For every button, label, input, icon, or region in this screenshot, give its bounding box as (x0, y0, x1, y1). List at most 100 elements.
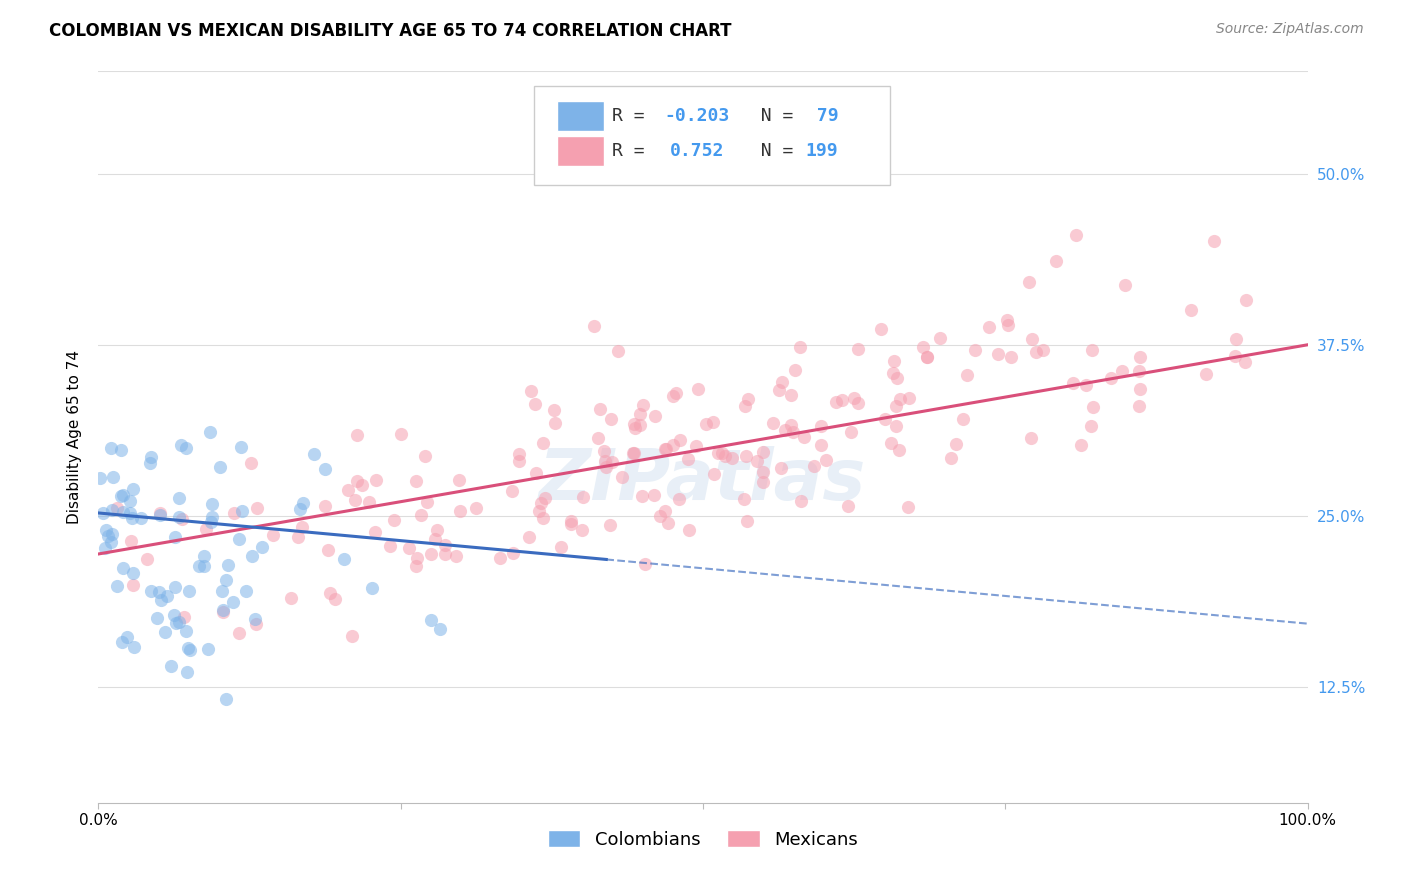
Point (115, 630, 138, 644)
Point (533, 491, 555, 505)
Point (433, 538, 456, 552)
Point (897, 500, 920, 515)
Text: Source: ZipAtlas.com: Source: ZipAtlas.com (1216, 22, 1364, 37)
Point (648, 508, 671, 523)
Point (668, 492, 690, 507)
Point (589, 402, 612, 417)
Point (174, 442, 197, 456)
Point (250, 540, 273, 554)
Point (111, 488, 134, 502)
Point (346, 427, 368, 442)
Point (214, 692, 236, 706)
Point (782, 425, 804, 439)
Point (488, 550, 510, 565)
Point (121, 577, 143, 591)
Point (752, 475, 775, 489)
Point (291, 520, 314, 534)
Point (1045, 254, 1067, 268)
Point (662, 389, 685, 403)
Point (416, 494, 439, 508)
Point (1066, 227, 1088, 242)
Text: ZIPatlas: ZIPatlas (540, 447, 866, 516)
Point (1025, 344, 1047, 359)
Point (1204, 234, 1226, 248)
Point (136, 552, 159, 566)
Point (239, 456, 262, 470)
Point (291, 496, 314, 510)
Point (710, 446, 733, 460)
Point (593, 454, 616, 468)
Point (145, 611, 167, 625)
Point (531, 511, 554, 525)
Point (100, 534, 122, 549)
Point (911, 341, 934, 355)
Point (153, 625, 176, 640)
Point (101, 470, 124, 484)
Point (193, 558, 215, 573)
Point (465, 501, 488, 516)
Point (831, 392, 853, 407)
Point (346, 474, 368, 488)
Point (662, 438, 685, 452)
Point (887, 443, 910, 458)
Point (695, 417, 717, 432)
Point (783, 363, 806, 377)
Point (378, 539, 401, 553)
Point (1128, 364, 1150, 378)
Point (839, 425, 862, 439)
Point (524, 466, 547, 480)
Point (530, 496, 553, 510)
Point (897, 392, 920, 406)
Point (751, 465, 773, 479)
Point (571, 490, 593, 504)
Text: N =: N = (740, 107, 804, 125)
Point (882, 367, 904, 381)
Point (664, 386, 686, 401)
Point (111, 634, 134, 648)
Point (149, 506, 172, 520)
Point (174, 624, 197, 639)
Point (101, 503, 124, 517)
Point (429, 622, 451, 636)
Point (676, 452, 699, 467)
Point (669, 434, 692, 448)
Point (1021, 332, 1043, 346)
Point (1099, 370, 1122, 384)
Point (121, 482, 143, 496)
Point (810, 418, 832, 433)
Point (560, 514, 582, 528)
Point (889, 392, 911, 407)
Point (139, 584, 162, 599)
Point (745, 454, 768, 468)
Point (780, 417, 803, 432)
Point (200, 425, 222, 439)
Point (1129, 383, 1152, 397)
Point (163, 608, 186, 623)
Point (752, 445, 775, 459)
Point (1062, 376, 1084, 390)
Point (105, 579, 128, 593)
Point (139, 456, 162, 470)
Point (1225, 332, 1247, 346)
Point (360, 581, 382, 595)
Point (340, 629, 363, 643)
Point (1074, 377, 1097, 392)
Point (94, 541, 117, 555)
Point (287, 530, 309, 544)
Point (129, 511, 152, 525)
Point (314, 499, 336, 513)
Point (170, 438, 193, 452)
Point (1223, 350, 1246, 364)
Point (201, 509, 224, 524)
Point (165, 530, 187, 544)
Point (406, 551, 429, 566)
Point (419, 613, 441, 627)
Point (502, 546, 524, 560)
Point (520, 384, 543, 398)
Point (105, 500, 128, 515)
Point (444, 549, 467, 564)
Point (789, 340, 811, 354)
Point (1081, 343, 1104, 357)
Point (595, 460, 617, 475)
Point (654, 504, 676, 518)
